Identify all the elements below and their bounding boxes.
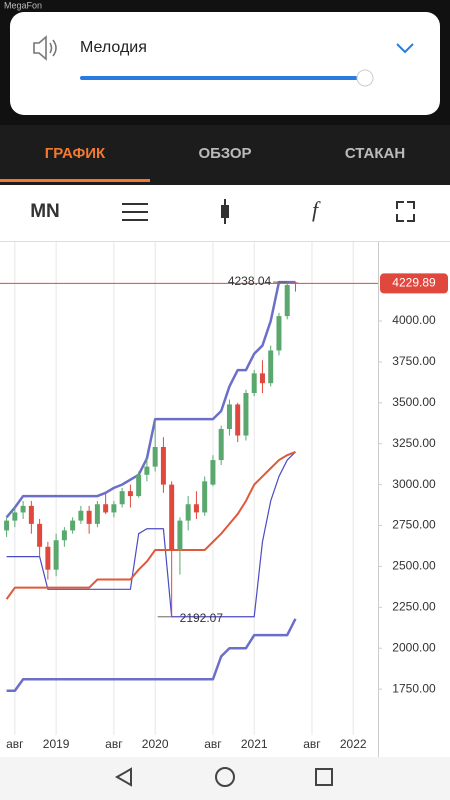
volume-label: Мелодия [80,39,147,56]
tab-bar [0,125,450,185]
nav-bar [0,757,450,800]
candle-body [119,491,125,505]
candle-body [284,285,290,317]
home-button[interactable] [215,767,235,787]
x-tick-label: авг [105,737,123,751]
settings-icon[interactable] [122,203,148,221]
annotation-label: 4238.04 [228,274,272,288]
tab[interactable]: ОБЗОР [198,145,251,162]
volume-thumb[interactable] [356,69,374,87]
indicator-line [6,451,296,618]
indicator-line [5,280,296,519]
candle-body [94,504,100,524]
indicator-icon[interactable]: f [312,197,321,222]
x-tick-label: авг [204,737,222,751]
y-tick-label: 3250.00 [392,436,436,450]
candle-body [20,505,26,513]
x-tick-label: авг [303,737,321,751]
x-tick-label: 2022 [340,737,367,751]
y-tick-label: 3500.00 [392,395,436,409]
candle-body [268,350,274,384]
y-tick-label: 2000.00 [392,640,436,654]
candle-body [53,540,59,570]
candle-body [144,466,150,475]
candle-body [235,404,241,436]
back-button[interactable] [114,767,132,787]
candle-icon[interactable] [221,199,229,224]
candle-body [185,504,191,521]
candle-body [127,491,133,497]
x-tick-label: авг [6,737,24,751]
tab[interactable]: СТАКАН [345,145,405,162]
y-tick-label: 4000.00 [392,313,436,327]
volume-track [80,76,365,80]
candle-body [103,504,109,513]
chart-bg [0,242,450,757]
candle-body [169,484,175,551]
expand-button[interactable] [396,43,414,54]
y-tick-label: 3750.00 [392,354,436,368]
fullscreen-icon[interactable] [396,201,415,222]
candle-body [243,392,249,436]
tab[interactable]: ГРАФИК [45,145,106,162]
y-tick-label: 2750.00 [392,518,436,532]
last-price-label: 4229.89 [392,276,436,290]
candle-body [61,530,67,541]
indicator-line [6,618,297,692]
candle-body [78,510,84,521]
candle-body [202,481,208,513]
candle-body [86,510,92,524]
tab-indicator [0,179,150,182]
last-price-tag [380,273,448,294]
period-button[interactable]: MN [30,201,60,222]
candle-body [276,316,282,351]
candle-body [160,446,166,485]
indicator-line [5,450,296,600]
candle-body [177,520,183,551]
candle-body [4,520,10,531]
x-tick-label: 2021 [241,737,268,751]
candle-body [28,505,34,524]
candle-body [12,512,18,521]
candle-body [210,460,216,485]
candle-body [45,546,51,570]
candle-body [251,373,257,393]
x-tick-label: 2019 [43,737,70,751]
volume-popup [10,12,440,115]
candle-body [111,504,117,513]
candle-body [193,504,199,513]
x-tick-label: 2020 [142,737,169,751]
candle-body [70,520,76,531]
y-tick-label: 1750.00 [392,681,436,695]
y-tick-label: 2250.00 [392,599,436,613]
candle-body [218,428,224,461]
recents-button[interactable] [315,768,333,786]
speaker-icon [33,35,57,61]
candle-body [37,523,43,547]
candle-body [152,446,158,467]
candle-body [136,474,142,497]
y-tick-label: 2500.00 [392,559,436,573]
annotation-label: 2192.07 [180,611,224,625]
candle-body [226,404,232,429]
y-tick-label: 3000.00 [392,477,436,491]
carrier: MegaFon [4,0,42,10]
candle-body [259,373,265,384]
plot: авг 2019 авг 2020 авг 2021 авг 2022 1750.00 2000.… [0,242,448,751]
